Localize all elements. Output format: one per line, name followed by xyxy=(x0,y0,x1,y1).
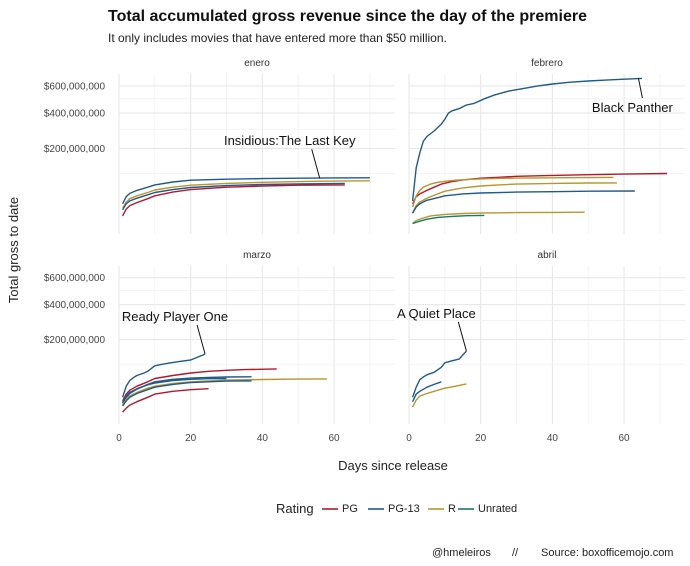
series-line-pg-13-0 xyxy=(121,353,206,398)
y-tick-label: $400,000,000 xyxy=(44,109,106,120)
series-line-pg-13-4 xyxy=(121,377,227,403)
y-tick-label: $200,000,000 xyxy=(44,335,106,346)
grid-marzo xyxy=(118,266,395,424)
legend: Rating PG PG-13 R Unrated xyxy=(276,501,517,516)
series-line-pg-13-0 xyxy=(121,177,370,205)
x-tick-label: 20 xyxy=(475,433,487,444)
panel-title-abril: abril xyxy=(538,250,557,261)
legend-label-pg-13: PG-13 xyxy=(388,503,420,515)
caption: @hmeleiros // Source: boxofficemojo.com xyxy=(432,547,673,559)
grid-abril xyxy=(408,266,685,424)
series-line-unrated-6 xyxy=(412,214,485,225)
series-line-r-2 xyxy=(411,176,614,208)
x-tick-label: 60 xyxy=(329,433,341,444)
panel-title-marzo: marzo xyxy=(243,250,271,261)
annotation-enero: Insidious:The Last Key xyxy=(224,133,356,148)
y-tick-label: $600,000,000 xyxy=(44,81,106,92)
caption-source: Source: boxofficemojo.com xyxy=(541,547,673,559)
legend-label-pg: PG xyxy=(342,503,358,515)
y-axis-title: Total gross to date xyxy=(6,197,21,303)
series-line-pg-13-0 xyxy=(411,77,643,201)
legend-title: Rating xyxy=(276,501,314,516)
panel-febrero: febrero Black Panther xyxy=(408,58,685,234)
series-line-pg-13-5 xyxy=(122,380,252,407)
y-tick-label: $400,000,000 xyxy=(44,300,106,311)
annotation-leader-marzo xyxy=(196,324,206,354)
y-tick-label: $200,000,000 xyxy=(44,144,106,155)
x-tick-label: 0 xyxy=(406,433,412,444)
legend-label-unrated: Unrated xyxy=(478,503,517,515)
chart-subtitle: It only includes movies that have entere… xyxy=(108,31,447,45)
caption-separator: // xyxy=(512,547,519,559)
series-line-r-1 xyxy=(121,180,370,209)
annotation-leader-febrero xyxy=(637,77,643,99)
series-line-r-3 xyxy=(122,378,327,406)
series-line-pg-13-0 xyxy=(411,350,467,398)
x-tick-label: 40 xyxy=(547,433,559,444)
facet-panels: enero $200,000,000 $400,000,000 $600,000,00… xyxy=(44,58,685,444)
panel-title-febrero: febrero xyxy=(531,58,563,69)
caption-handle: @hmeleiros xyxy=(432,547,491,559)
x-tick-label: 0 xyxy=(116,433,122,444)
x-tick-label: 40 xyxy=(257,433,269,444)
chart-title: Total accumulated gross revenue since th… xyxy=(108,8,587,25)
y-tick-label: $600,000,000 xyxy=(44,273,106,284)
x-tick-label: 60 xyxy=(619,433,631,444)
series-line-r-2 xyxy=(411,383,467,408)
series-line-pg-13-2 xyxy=(121,376,252,404)
x-tick-label: 20 xyxy=(185,433,197,444)
annotation-leader-enero xyxy=(311,149,321,179)
panel-enero: enero $200,000,000 $400,000,000 $600,000,00… xyxy=(44,58,395,234)
series-line-pg-13-1 xyxy=(411,381,442,402)
panel-title-enero: enero xyxy=(244,58,270,69)
x-axis-title: Days since release xyxy=(338,458,448,473)
annotation-febrero: Black Panther xyxy=(592,100,674,115)
annotation-marzo: Ready Player One xyxy=(122,309,228,324)
series-line-pg-1 xyxy=(121,368,277,402)
series-line-pg-6 xyxy=(122,388,209,413)
series-line-pg-13-2 xyxy=(121,182,345,211)
series-line-pg-13-4 xyxy=(411,190,635,214)
annotation-leader-abril xyxy=(457,321,467,351)
series-line-r-3 xyxy=(411,182,617,214)
series-line-r-5 xyxy=(412,211,585,225)
grid-febrero xyxy=(408,74,685,234)
legend-label-r: R xyxy=(448,503,456,515)
panel-abril: abril 0 20 40 60 A Quiet Place xyxy=(397,250,685,444)
grid-enero xyxy=(118,74,395,234)
series-line-pg-3 xyxy=(121,184,345,217)
annotation-abril: A Quiet Place xyxy=(397,306,476,321)
panel-marzo: marzo $200,000,000 $400,000,000 $600,000,00… xyxy=(44,250,395,444)
